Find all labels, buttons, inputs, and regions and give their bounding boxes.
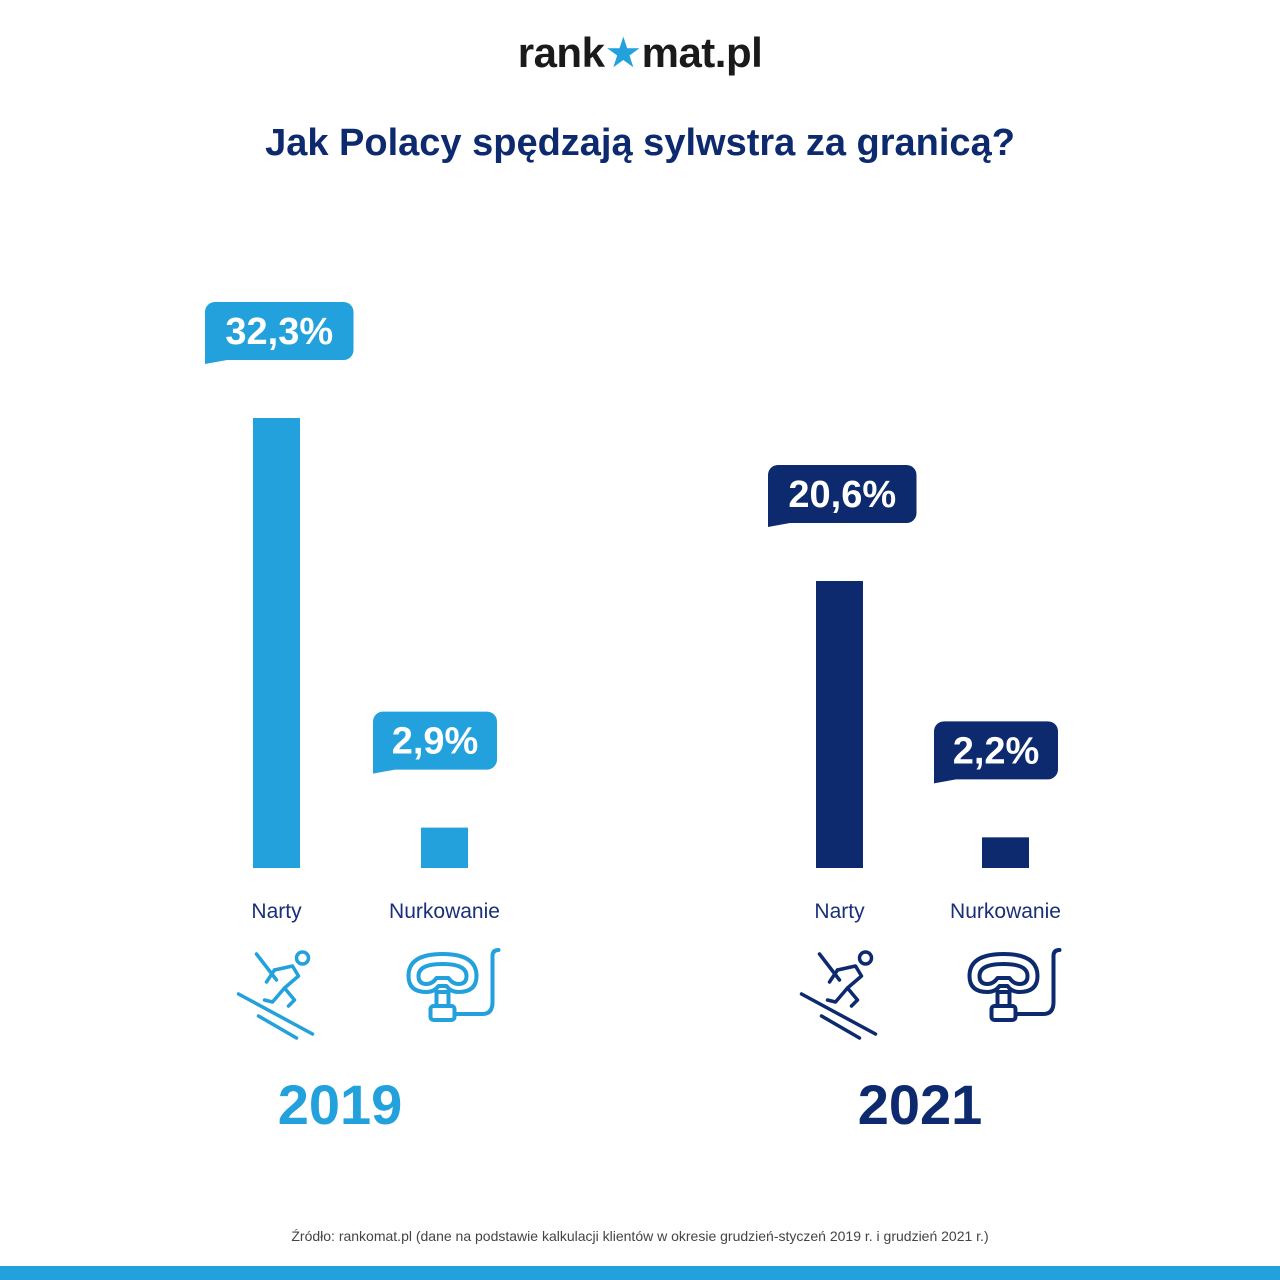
year-label-2019: 2019 [277,1073,403,1136]
bottom-accent-bar [0,1266,1280,1280]
category-label: Narty [251,900,302,923]
logo-text-right: mat.pl [641,29,763,76]
value-bubble: 20,6% [768,465,917,528]
chart-group-2019: 32,3% Narty 2,9% Nurkowanie [205,302,501,1040]
value-label: 20,6% [788,474,896,516]
diving-mask-icon [967,948,1062,1022]
value-label: 32,3% [225,311,333,353]
skier-icon [236,950,315,1040]
category-label: Nurkowanie [950,900,1061,923]
category-label: Narty [814,900,865,923]
value-bubble: 2,2% [934,721,1058,784]
diving-mask-icon [406,948,501,1022]
bar-narty-2021 [816,581,863,868]
bar-nurkowanie-2019 [421,827,468,868]
value-bubble: 32,3% [205,302,354,364]
category-label: Nurkowanie [389,900,500,923]
chart-group-2021: 20,6% Narty 2,2% Nurkowanie [768,465,1062,1040]
logo-star-icon: ★ [604,29,642,76]
bar-narty-2019 [253,418,300,868]
rankomat-logo: rank★mat.pl [0,28,1280,77]
skier-icon [799,950,878,1040]
chart-title: Jak Polacy spędzają sylwstra za granicą? [265,122,1015,164]
logo-text-left: rank [517,29,605,76]
bar-nurkowanie-2021 [982,837,1029,868]
value-bubble: 2,9% [373,711,497,774]
source-note: Źródło: rankomat.pl (dane na podstawie k… [291,1228,989,1244]
year-label-2021: 2021 [857,1073,983,1136]
value-label: 2,2% [953,730,1040,772]
value-label: 2,9% [392,721,479,763]
